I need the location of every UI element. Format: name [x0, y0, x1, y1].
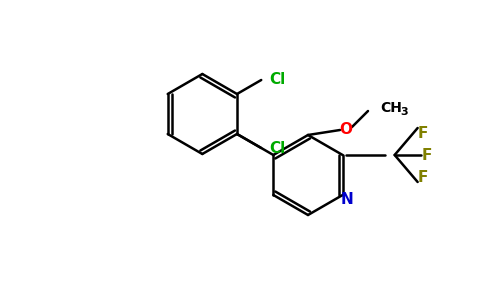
Text: Cl: Cl — [269, 140, 286, 155]
Text: F: F — [418, 125, 428, 140]
Text: O: O — [339, 122, 352, 137]
Text: F: F — [422, 148, 432, 163]
Text: 3: 3 — [400, 107, 408, 117]
Text: N: N — [340, 193, 353, 208]
Text: Cl: Cl — [269, 73, 286, 88]
Text: F: F — [418, 169, 428, 184]
Text: CH: CH — [380, 101, 402, 115]
